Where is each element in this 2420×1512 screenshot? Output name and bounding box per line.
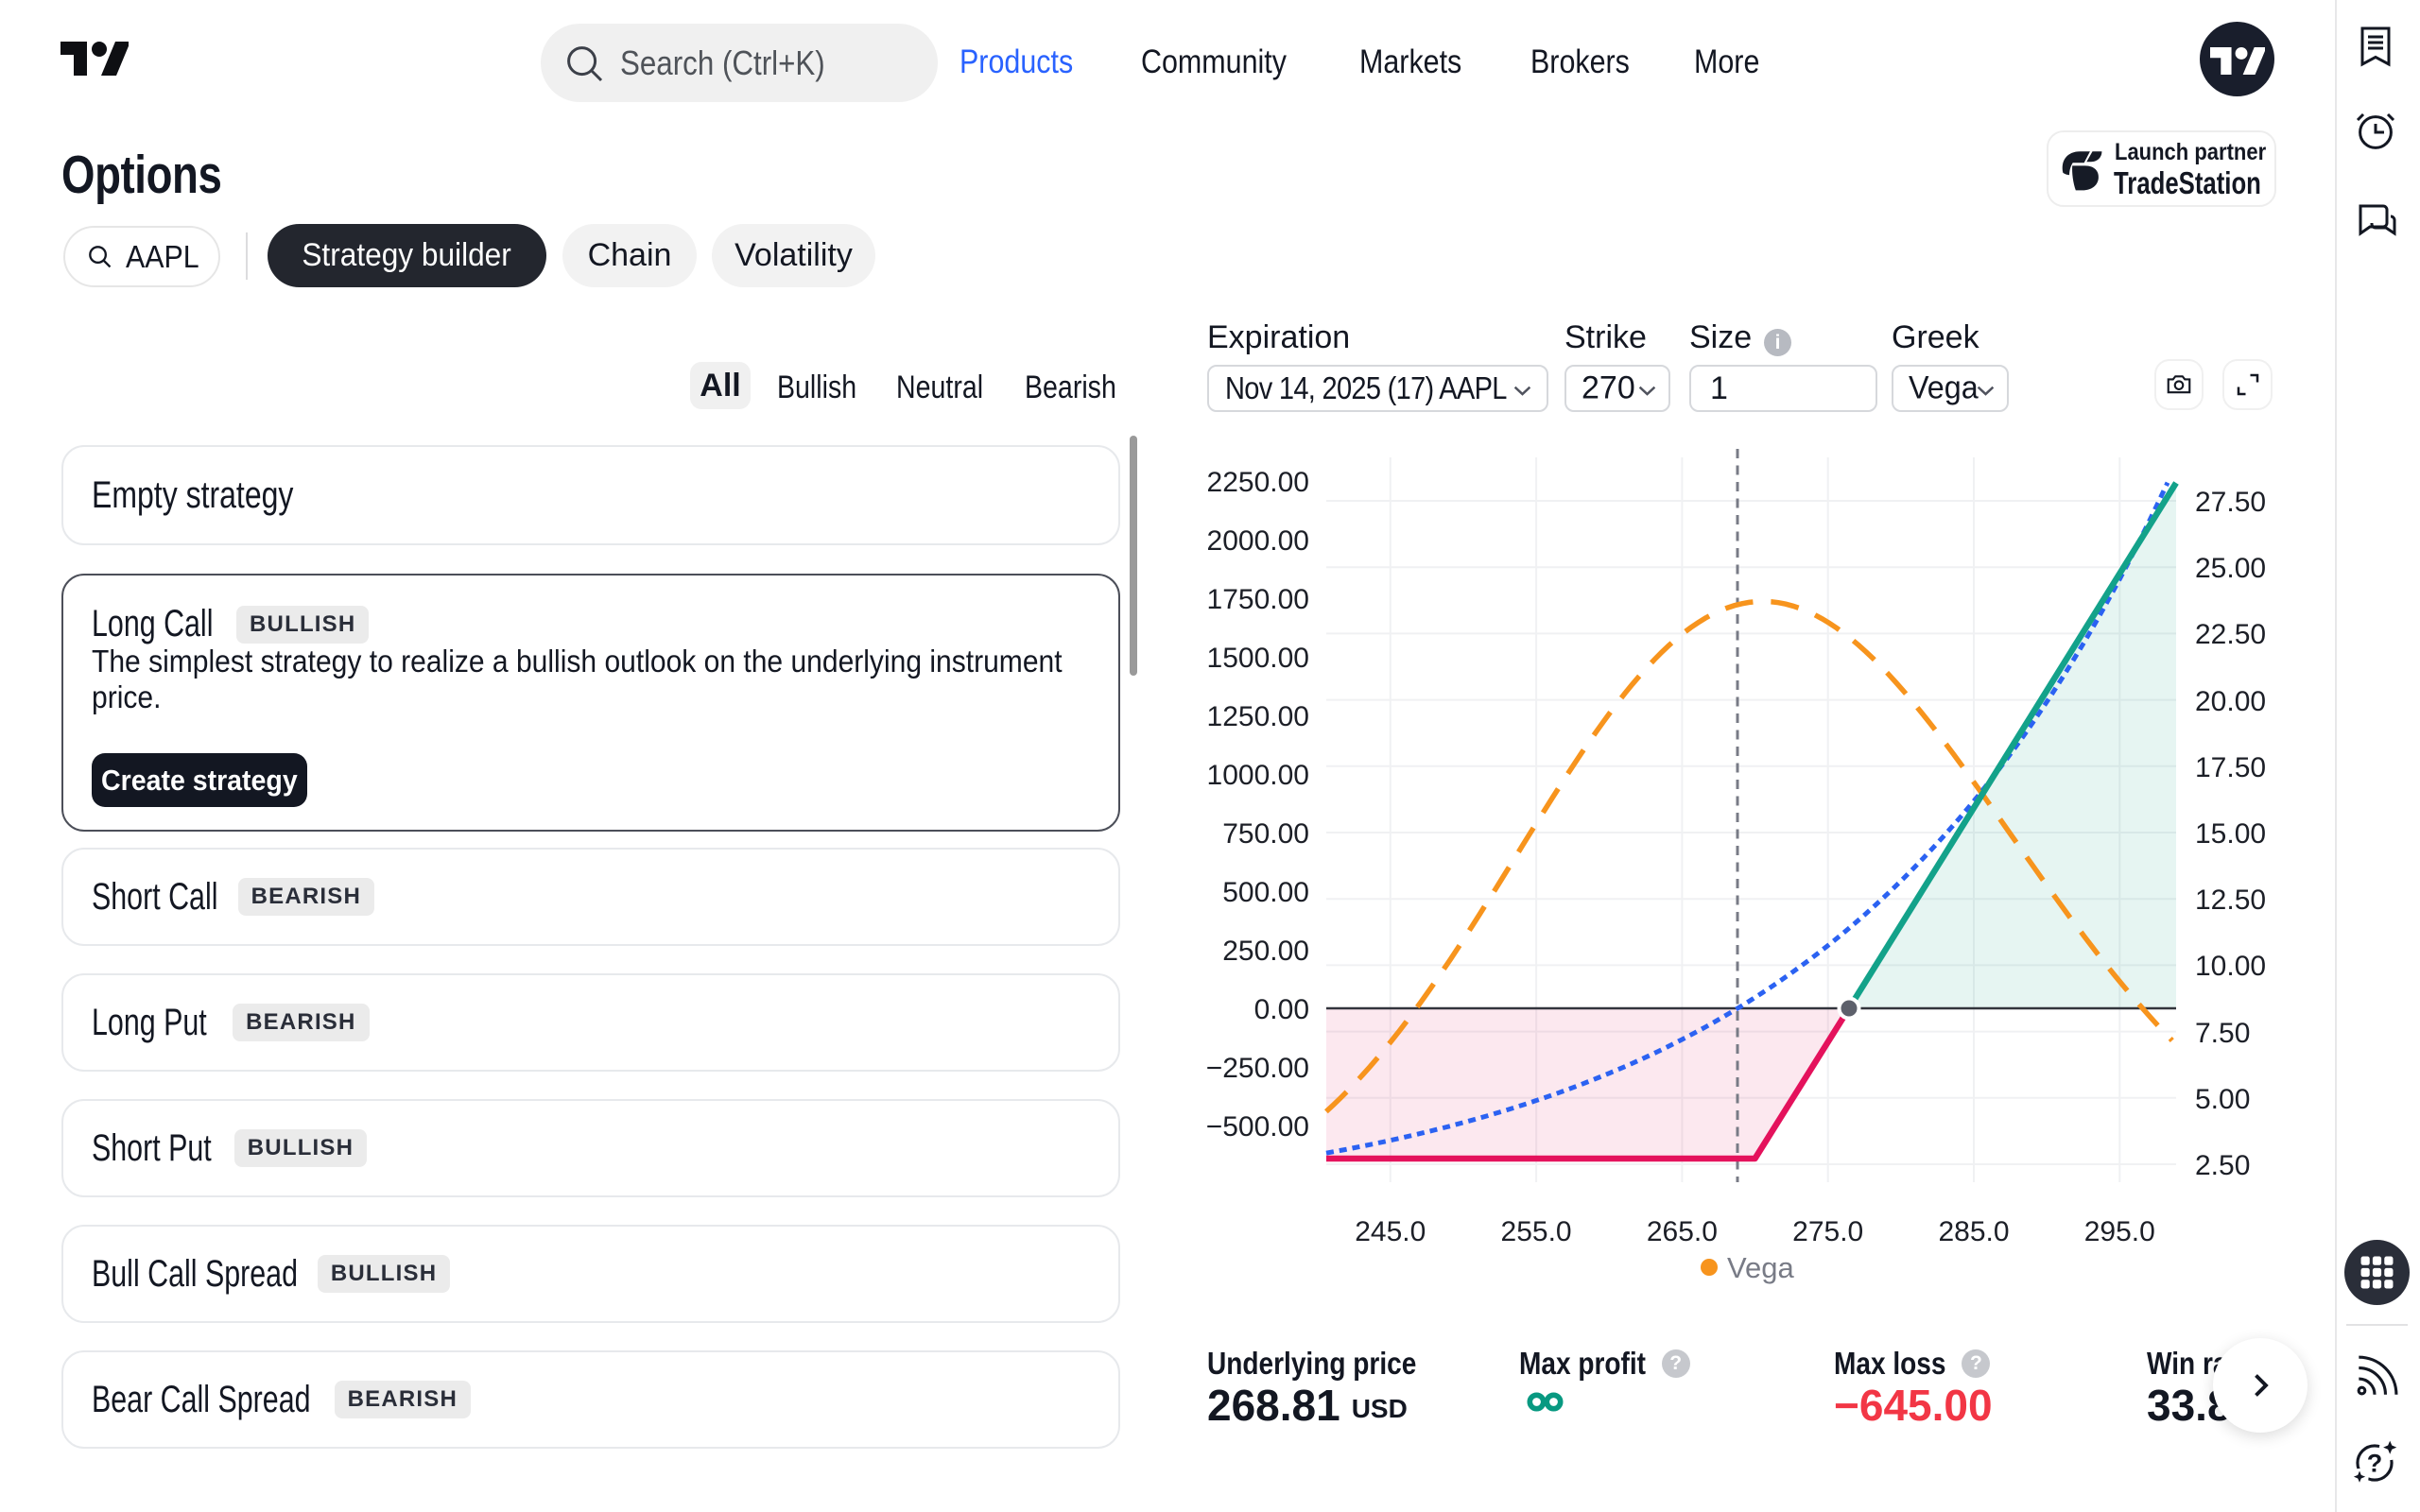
svg-text:12.50: 12.50 (2195, 885, 2266, 916)
svg-text:0.00: 0.00 (1254, 994, 1309, 1025)
svg-text:10.00: 10.00 (2195, 951, 2266, 982)
svg-text:500.00: 500.00 (1222, 877, 1309, 908)
svg-text:275.0: 275.0 (1792, 1216, 1863, 1247)
svg-text:1000.00: 1000.00 (1207, 760, 1309, 791)
svg-text:25.00: 25.00 (2195, 553, 2266, 584)
svg-text:2250.00: 2250.00 (1207, 467, 1309, 498)
svg-text:285.0: 285.0 (1938, 1216, 2009, 1247)
svg-text:295.0: 295.0 (2084, 1216, 2155, 1247)
svg-text:?: ? (2367, 1449, 2383, 1477)
svg-text:27.50: 27.50 (2195, 487, 2266, 518)
svg-text:22.50: 22.50 (2195, 619, 2266, 650)
svg-text:17.50: 17.50 (2195, 752, 2266, 783)
svg-text:750.00: 750.00 (1222, 818, 1309, 850)
svg-text:−250.00: −250.00 (1206, 1053, 1309, 1084)
svg-text:255.0: 255.0 (1501, 1216, 1572, 1247)
svg-text:5.00: 5.00 (2195, 1084, 2250, 1115)
svg-text:2000.00: 2000.00 (1207, 525, 1309, 557)
svg-text:7.50: 7.50 (2195, 1018, 2250, 1049)
svg-text:250.00: 250.00 (1222, 936, 1309, 967)
svg-text:−500.00: −500.00 (1206, 1111, 1309, 1143)
svg-text:1250.00: 1250.00 (1207, 701, 1309, 732)
svg-text:2.50: 2.50 (2195, 1150, 2250, 1181)
svg-text:245.0: 245.0 (1355, 1216, 1426, 1247)
svg-text:Vega: Vega (1727, 1251, 1794, 1284)
svg-text:265.0: 265.0 (1647, 1216, 1718, 1247)
svg-text:15.00: 15.00 (2195, 818, 2266, 850)
svg-text:1500.00: 1500.00 (1207, 643, 1309, 674)
svg-text:1750.00: 1750.00 (1207, 584, 1309, 615)
svg-text:20.00: 20.00 (2195, 686, 2266, 717)
